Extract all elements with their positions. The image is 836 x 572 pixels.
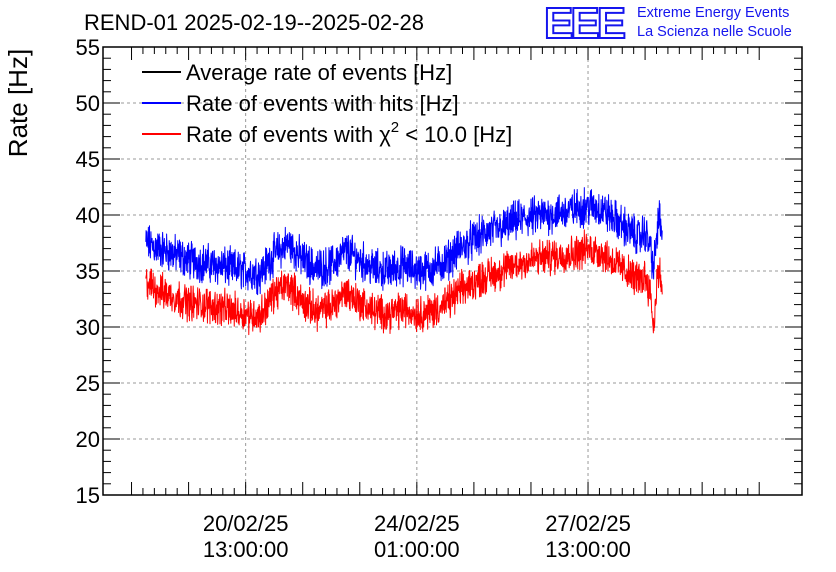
series-line-1 [145,187,663,296]
y-tick-label: 45 [76,147,100,172]
x-tick-label-time-1: 01:00:00 [374,537,460,562]
series-line-2 [145,229,663,336]
x-tick-label-date-0: 20/02/25 [203,511,289,536]
y-axis-title: Rate [Hz] [3,49,33,157]
eee-logo-line2: La Scienza nelle Scuole [637,24,792,40]
y-tick-label: 55 [76,35,100,60]
chart-title: REND-01 2025-02-19--2025-02-28 [84,10,424,35]
y-tick-label: 35 [76,259,100,284]
legend-label-1: Rate of events with hits [Hz] [186,91,459,116]
x-tick-label-date-2: 27/02/25 [545,511,631,536]
legend-label-0: Average rate of events [Hz] [186,60,452,85]
y-tick-label: 20 [76,427,100,452]
eee-logo-icon: EEE [543,0,627,48]
y-tick-label: 50 [76,91,100,116]
y-tick-label: 40 [76,203,100,228]
y-tick-label: 15 [76,483,100,508]
x-tick-label-time-2: 13:00:00 [545,537,631,562]
legend-label-2: Rate of events with χ2 < 10.0 [Hz] [186,119,512,147]
eee-logo-line1: Extreme Energy Events [637,5,790,21]
x-tick-label-date-1: 24/02/25 [374,511,460,536]
y-tick-label: 25 [76,371,100,396]
eee-logo-text: Extreme Energy Events La Scienza nelle S… [637,4,792,42]
y-tick-label: 30 [76,315,100,340]
x-tick-label-time-0: 13:00:00 [203,537,289,562]
plot-frame [102,46,803,496]
